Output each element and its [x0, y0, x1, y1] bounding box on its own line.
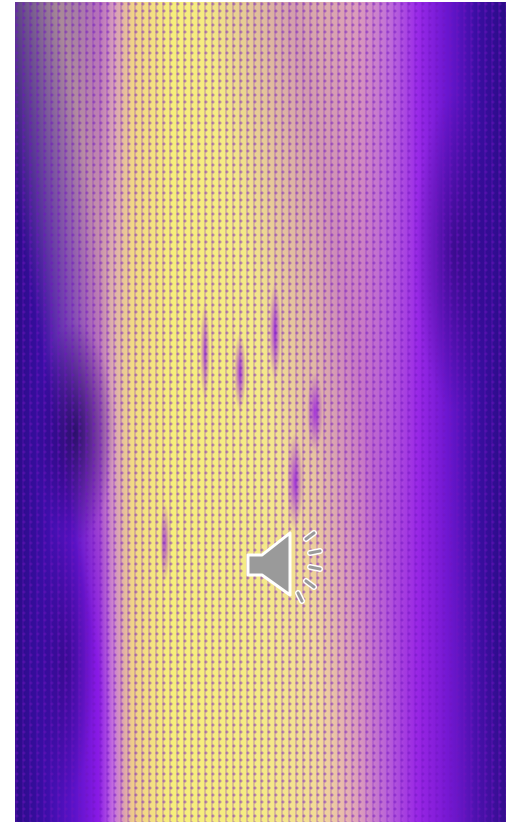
page: (() => { const data = JSON.parse(documen… [0, 0, 521, 825]
spectrogram-image [15, 2, 506, 822]
speaker-body [248, 533, 290, 595]
speaker[interactable] [248, 533, 290, 595]
sound-waves-inner [298, 533, 320, 601]
audio-icon[interactable] [240, 525, 330, 605]
spectrogram-dots [15, 2, 506, 822]
